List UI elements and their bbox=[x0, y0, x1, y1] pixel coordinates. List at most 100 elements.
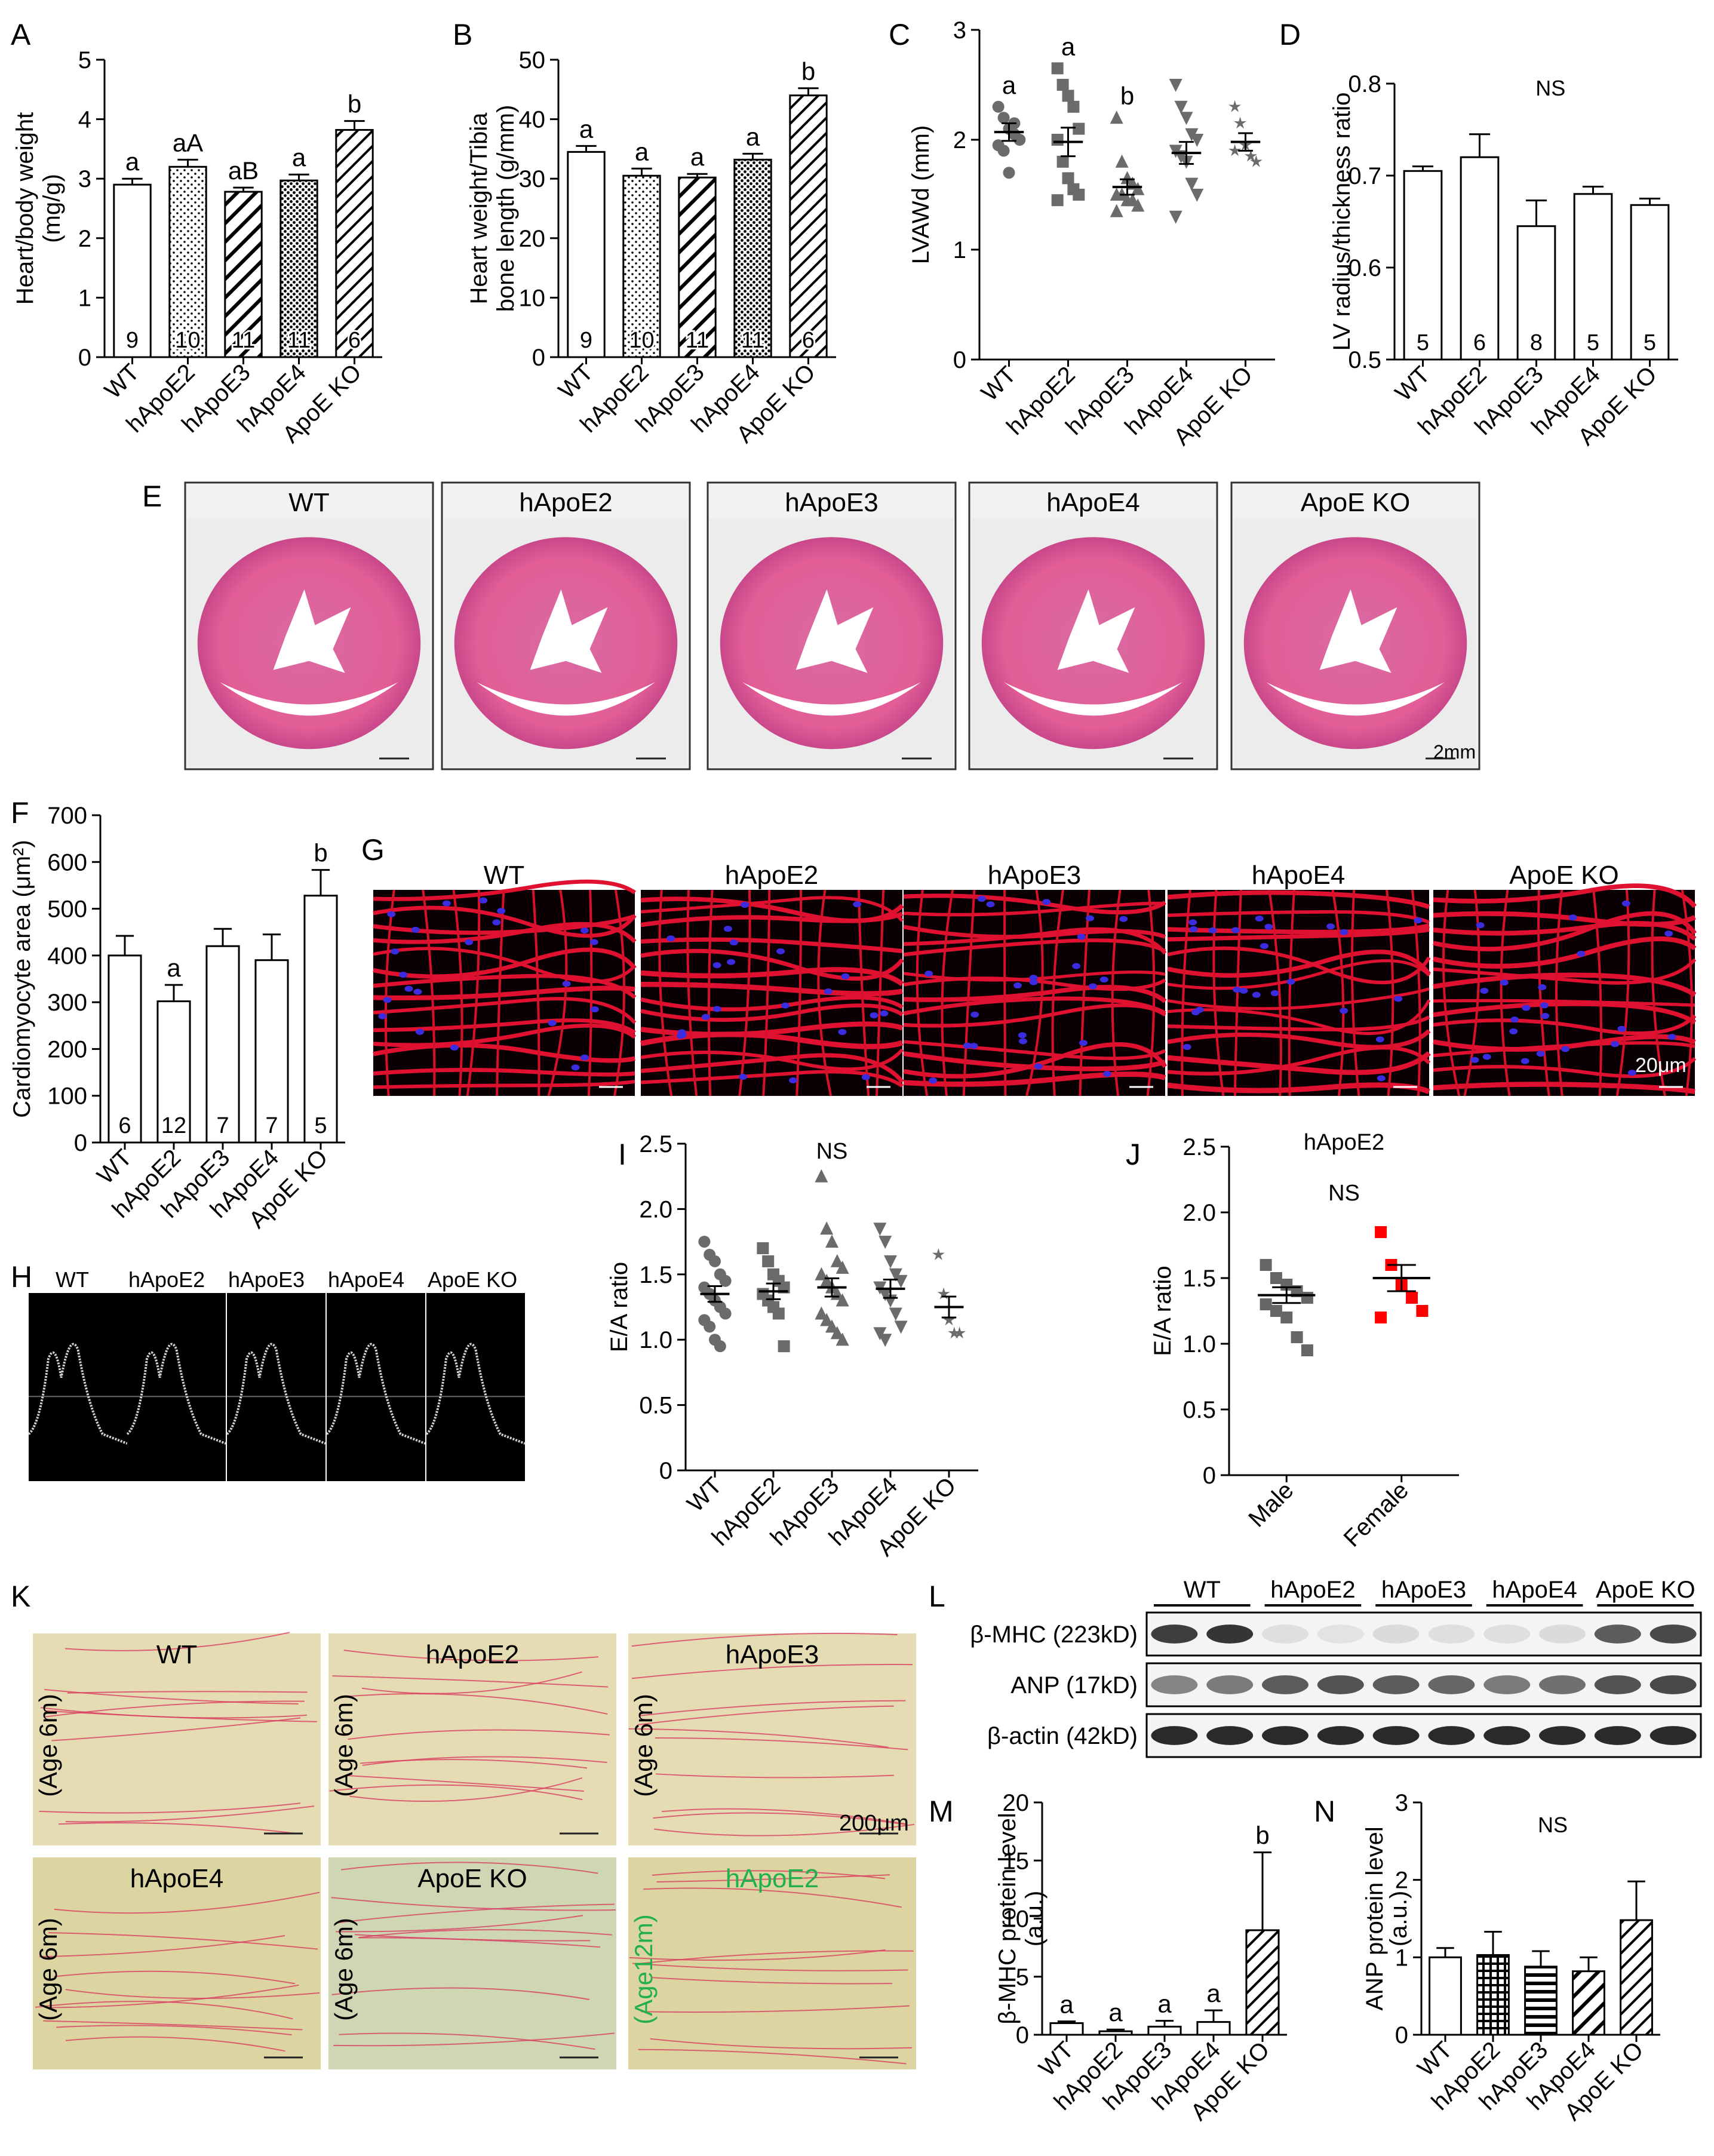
y-tick-label: 1 bbox=[1395, 1945, 1408, 1971]
lane-group-label: WT bbox=[1184, 1577, 1221, 1603]
membrane-stain bbox=[1592, 889, 1603, 1097]
membrane-stain bbox=[903, 1071, 1166, 1087]
blot-band bbox=[1428, 1726, 1475, 1745]
blot-band bbox=[1483, 1726, 1531, 1745]
collagen-fiber bbox=[54, 1891, 320, 1914]
blot-band bbox=[1650, 1726, 1697, 1745]
collagen-fiber bbox=[651, 1977, 892, 1985]
nucleus bbox=[1521, 1058, 1529, 1064]
x-tick-label: WT bbox=[554, 359, 598, 404]
lane-group-label: hApoE4 bbox=[1492, 1577, 1577, 1603]
collagen-fiber bbox=[65, 1805, 315, 1823]
rv-cavity bbox=[220, 682, 398, 716]
nucleus bbox=[1102, 1071, 1111, 1077]
collagen-fiber bbox=[64, 1632, 290, 1651]
data-point bbox=[894, 1320, 908, 1334]
membrane-stain bbox=[903, 927, 1167, 955]
membrane-stain bbox=[903, 1051, 1166, 1071]
image-title: hApoE2 bbox=[726, 1864, 819, 1893]
nucleus bbox=[416, 1028, 425, 1035]
nucleus bbox=[1627, 1070, 1636, 1076]
rv-cavity bbox=[1004, 682, 1182, 716]
nucleus bbox=[1099, 976, 1108, 983]
nucleus bbox=[411, 926, 420, 933]
nucleus bbox=[1500, 979, 1509, 986]
collagen-fiber bbox=[628, 1728, 889, 1748]
membrane-stain bbox=[1212, 889, 1225, 1097]
sirius-image bbox=[628, 1857, 916, 2069]
bar bbox=[733, 158, 772, 358]
lane-group-label: ApoE KO bbox=[1596, 1577, 1695, 1603]
blot-band bbox=[1372, 1624, 1420, 1644]
panel-label-H: H bbox=[11, 1260, 32, 1294]
membrane-stain bbox=[373, 947, 637, 984]
y-tick-label: 40 bbox=[519, 107, 546, 133]
collagen-fiber bbox=[349, 1777, 583, 1802]
doppler-trace bbox=[126, 1343, 226, 1445]
x-tick-label: WT bbox=[682, 1472, 727, 1517]
membrane-stain bbox=[640, 967, 904, 987]
data-point bbox=[709, 1255, 721, 1267]
nucleus bbox=[741, 902, 750, 908]
data-point bbox=[942, 1313, 956, 1326]
membrane-stain bbox=[1167, 910, 1430, 924]
nucleus bbox=[479, 897, 488, 904]
blot-band bbox=[1372, 1675, 1420, 1694]
nucleus bbox=[413, 988, 422, 995]
collagen-fiber bbox=[47, 1984, 299, 2008]
data-point bbox=[1270, 1305, 1282, 1317]
membrane-stain bbox=[1111, 889, 1122, 1097]
y-tick-label: 2 bbox=[1395, 1868, 1408, 1894]
data-point bbox=[815, 1306, 828, 1320]
collagen-fiber bbox=[44, 1700, 305, 1718]
blot-band bbox=[1372, 1726, 1420, 1745]
nucleus bbox=[701, 1013, 710, 1020]
nucleus bbox=[450, 1045, 459, 1051]
y-tick-label: 50 bbox=[519, 47, 546, 73]
sample-size: 10 bbox=[175, 328, 200, 353]
nucleus bbox=[776, 948, 785, 954]
image-title: ApoE KO bbox=[417, 1864, 527, 1893]
bar bbox=[1098, 2030, 1133, 2036]
collagen-fiber bbox=[639, 1700, 906, 1716]
age-label: (Age 6m) bbox=[629, 1694, 658, 1797]
membrane-stain bbox=[658, 889, 673, 1097]
y-axis-label: Heart weight/Tibia bbox=[466, 112, 492, 305]
nucleus bbox=[963, 1042, 972, 1049]
nucleus bbox=[1611, 1041, 1620, 1048]
collagen-fiber bbox=[638, 2048, 907, 2065]
collagen-fiber bbox=[631, 1664, 913, 1679]
data-point bbox=[1169, 210, 1182, 224]
sample-size: 12 bbox=[161, 1113, 186, 1138]
image-title: hApoE3 bbox=[988, 861, 1082, 890]
data-point bbox=[997, 145, 1010, 157]
collagen-fiber bbox=[332, 1675, 609, 1688]
y-tick-label: 0 bbox=[659, 1458, 672, 1484]
data-point bbox=[830, 1326, 844, 1340]
sample-size: 11 bbox=[686, 328, 709, 353]
nucleus bbox=[404, 985, 413, 992]
y-tick-label: 1.5 bbox=[639, 1262, 672, 1288]
data-point bbox=[1249, 155, 1263, 167]
doppler-image bbox=[227, 1293, 325, 1481]
sample-size: 5 bbox=[1644, 330, 1656, 355]
rv-cavity bbox=[1266, 682, 1445, 716]
blot-band bbox=[1650, 1675, 1697, 1694]
collagen-fiber bbox=[656, 1773, 894, 1779]
doppler-trace bbox=[27, 1343, 128, 1445]
panel-label-F: F bbox=[11, 796, 29, 830]
membrane-stain bbox=[858, 889, 870, 1097]
membrane-stain bbox=[707, 889, 714, 1097]
blot-band bbox=[1483, 1675, 1531, 1694]
membrane-stain bbox=[1167, 987, 1430, 1011]
y-tick-label: 0.6 bbox=[1348, 255, 1381, 281]
doppler-image bbox=[127, 1293, 226, 1481]
data-point bbox=[1179, 112, 1193, 125]
y-tick-label: 10 bbox=[519, 285, 546, 311]
sample-size: 8 bbox=[1530, 330, 1543, 355]
data-point bbox=[1169, 79, 1182, 92]
annotation-ns: NS bbox=[816, 1139, 848, 1164]
blot-band bbox=[1317, 1726, 1364, 1745]
nucleus bbox=[383, 997, 392, 1003]
